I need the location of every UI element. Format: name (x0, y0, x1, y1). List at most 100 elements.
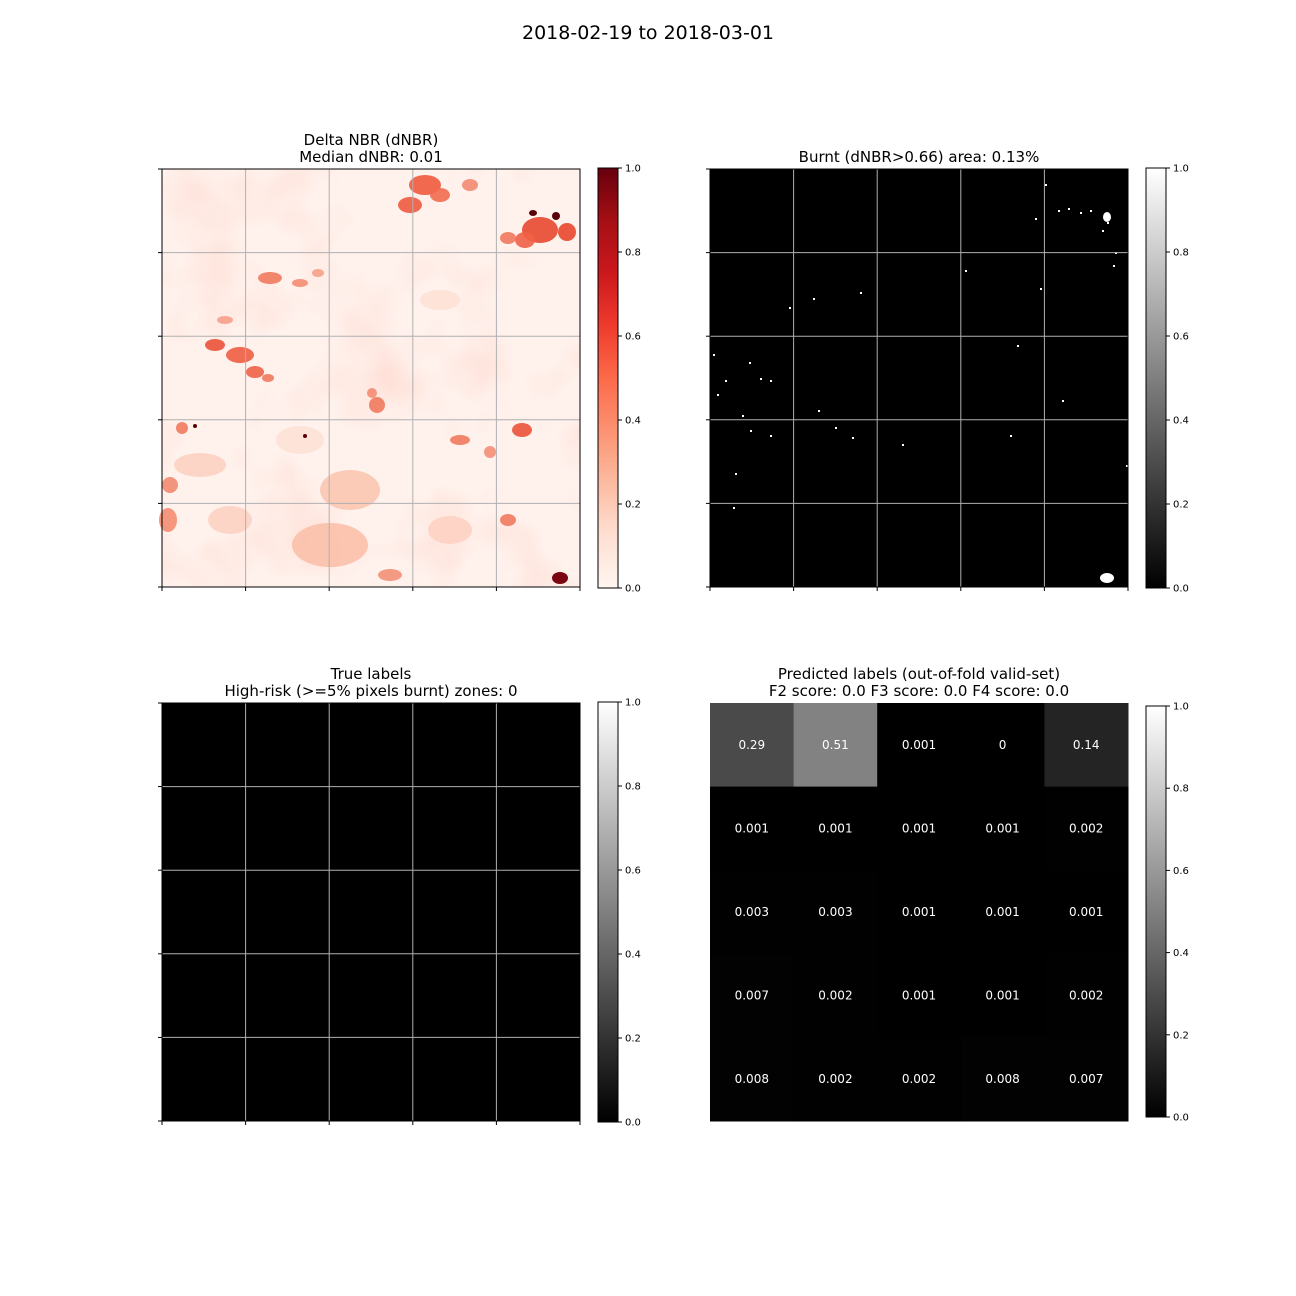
burnt-cluster (1100, 573, 1114, 583)
true-label-cell (329, 786, 414, 871)
panel-1-grid (162, 169, 580, 587)
colorbar-tick-label: 0.6 (1173, 332, 1189, 343)
burn-patch (258, 272, 282, 284)
burn-patch (312, 269, 324, 277)
panel-1-burn-patches (159, 175, 576, 584)
true-label-cell (162, 703, 247, 788)
predicted-value-label: 0.003 (735, 905, 769, 919)
burn-patch (369, 397, 385, 413)
predicted-value-label: 0.001 (985, 821, 1019, 835)
predicted-cell (793, 1037, 878, 1122)
burn-patch (262, 374, 274, 382)
burn-patch (176, 422, 188, 434)
panel-4-colorbar: 0.0 0.2 0.4 0.6 0.8 1.0 (1145, 702, 1189, 1124)
colorbar-tick-label: 0.6 (625, 866, 641, 877)
panel-3-title: True labels (330, 665, 412, 683)
panel-4-title-block: Predicted labels (out-of-fold valid-set)… (710, 666, 1128, 700)
colorbar-tick-label: 0.8 (625, 782, 641, 793)
burn-patch (205, 339, 225, 351)
predicted-cell (877, 1037, 962, 1122)
predicted-value-label: 0.002 (1069, 821, 1103, 835)
panel-2-grid (710, 169, 1128, 587)
burnt-pixel (835, 427, 837, 429)
panel-3-ticks (158, 702, 581, 1125)
predicted-cell (1044, 786, 1129, 871)
panel-2-burnt-mask (706, 168, 1129, 591)
colorbar-tick-label: 1.0 (625, 698, 641, 709)
burnt-pixel (713, 354, 715, 356)
true-label-cell (496, 953, 581, 1038)
burnt-pixel (725, 380, 727, 382)
colorbar-tick-label: 1.0 (1173, 164, 1189, 175)
burn-patch (398, 197, 422, 213)
predicted-cell (877, 870, 962, 955)
burn-patch (367, 388, 377, 398)
panel-3-frame (161, 702, 581, 1122)
burnt-pixel (750, 430, 752, 432)
burnt-pixel (1010, 435, 1012, 437)
burn-patch (428, 516, 472, 544)
burnt-pixel (965, 270, 967, 272)
burnt-pixel (1035, 218, 1037, 220)
predicted-cell (960, 953, 1045, 1038)
burnt-pixel (813, 298, 815, 300)
panel-3-colorbar: 0.0 0.2 0.4 0.6 0.8 1.0 (597, 698, 641, 1129)
true-label-cell (496, 703, 581, 788)
predicted-cell (793, 786, 878, 871)
burn-hotspot (552, 212, 560, 220)
burn-patch (558, 223, 576, 241)
burn-hotspot (529, 210, 537, 216)
predicted-value-label: 0.008 (735, 1072, 769, 1086)
burn-patch (378, 569, 402, 581)
burnt-pixel (1113, 265, 1115, 267)
burn-patch (226, 347, 254, 363)
burn-patch (500, 232, 516, 244)
panel-4-predicted-labels: 0.29 0.51 0.001 0 0.14 0.001 0.001 0.001 0.001 0.… (710, 703, 1129, 1122)
panel-4-title: Predicted labels (out-of-fold valid-set) (777, 665, 1061, 683)
burnt-pixel (1090, 210, 1092, 212)
panel-1-dnbr-map (158, 168, 581, 591)
burn-patch (462, 179, 478, 191)
burn-patch (159, 508, 177, 532)
true-label-cell (496, 786, 581, 871)
colorbar-tick-label: 0.2 (625, 500, 641, 511)
true-label-cell (162, 1037, 247, 1122)
burnt-pixel (1045, 184, 1047, 186)
burn-patch (208, 506, 252, 534)
burnt-cluster (1103, 212, 1111, 222)
colorbar-gradient (1145, 167, 1167, 589)
predicted-value-label: 0.008 (985, 1072, 1019, 1086)
true-label-cell (329, 870, 414, 955)
burn-patch (500, 514, 516, 526)
true-label-cell (412, 870, 497, 955)
colorbar-tick-label: 0.8 (625, 248, 641, 259)
predicted-value-label: 0.002 (818, 1072, 852, 1086)
predicted-cell (710, 703, 795, 788)
burn-patch (246, 366, 264, 378)
burn-hotspot (303, 434, 307, 438)
burn-patch (320, 470, 380, 510)
true-label-cell (412, 786, 497, 871)
predicted-value-label: 0.14 (1073, 738, 1100, 752)
colorbar-tick-label: 1.0 (625, 164, 641, 175)
panel-1-ticks (158, 168, 581, 591)
predicted-cell (1044, 870, 1129, 955)
burn-patch (512, 423, 532, 437)
panel-2-frame (709, 168, 1129, 588)
colorbar-tick-label: 0.4 (1173, 416, 1189, 427)
panel-3-true-labels (158, 702, 581, 1125)
panel-2-title-block: Burnt (dNBR>0.66) area: 0.13% (710, 149, 1128, 166)
burn-patch (174, 453, 226, 477)
colorbar-tick-label: 1.0 (1173, 702, 1189, 713)
panel-3-cells (162, 703, 581, 1122)
burnt-pixel (1062, 400, 1064, 402)
true-label-cell (245, 703, 330, 788)
burnt-pixel (902, 444, 904, 446)
predicted-value-label: 0.002 (818, 989, 852, 1003)
panel-2-ticks (706, 168, 1129, 591)
predicted-value-label: 0.29 (738, 738, 765, 752)
burnt-pixel (1107, 222, 1109, 224)
predicted-cell (710, 870, 795, 955)
burnt-pixel (733, 507, 735, 509)
